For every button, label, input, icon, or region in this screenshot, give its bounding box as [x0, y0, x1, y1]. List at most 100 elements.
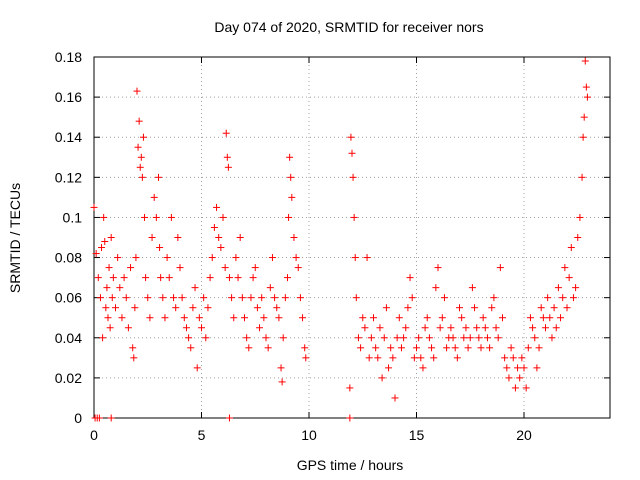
data-point	[481, 324, 489, 332]
data-point	[118, 314, 126, 322]
data-point	[432, 284, 440, 292]
data-point	[402, 324, 410, 332]
data-point	[352, 294, 360, 302]
data-point	[464, 344, 472, 352]
data-point	[133, 87, 141, 95]
data-point	[172, 304, 180, 312]
y-tick-label: 0.16	[55, 89, 82, 105]
data-point	[104, 314, 112, 322]
data-point	[535, 344, 543, 352]
data-point	[499, 314, 506, 322]
data-point	[135, 117, 143, 125]
data-point	[395, 314, 403, 322]
data-point	[127, 264, 135, 272]
data-point	[112, 304, 119, 312]
data-point	[494, 334, 502, 342]
data-point	[415, 334, 423, 342]
data-point	[348, 149, 356, 157]
data-point	[385, 364, 393, 372]
data-point	[150, 193, 158, 201]
data-point	[195, 314, 203, 322]
data-point	[354, 334, 362, 342]
data-point	[434, 264, 442, 272]
data-point	[552, 324, 560, 332]
data-point	[438, 314, 446, 322]
data-point	[301, 344, 309, 352]
data-point	[393, 334, 401, 342]
data-point	[413, 344, 420, 352]
data-point	[516, 374, 524, 382]
y-tick-label: 0	[74, 410, 82, 426]
data-point	[281, 294, 289, 302]
data-point	[202, 334, 210, 342]
data-point	[163, 254, 171, 262]
data-point	[569, 294, 577, 302]
y-tick-label: 0.04	[55, 330, 82, 346]
data-point	[224, 163, 232, 171]
data-point	[278, 378, 286, 386]
data-point	[378, 374, 386, 382]
data-point	[290, 234, 298, 241]
data-point	[376, 324, 384, 332]
data-point	[574, 234, 582, 241]
data-point	[475, 334, 483, 342]
data-point	[189, 304, 197, 312]
data-points	[90, 57, 591, 422]
data-point	[258, 294, 266, 302]
data-point	[144, 294, 152, 302]
data-point	[137, 153, 145, 161]
data-point	[462, 324, 470, 332]
data-point	[351, 254, 359, 262]
data-point	[109, 274, 117, 282]
data-point	[225, 274, 233, 282]
y-tick-label: 0.12	[55, 169, 82, 185]
data-point	[397, 344, 405, 352]
data-point	[520, 364, 528, 372]
data-point	[359, 314, 367, 322]
data-point	[458, 314, 466, 322]
x-axis-label: GPS time / hours	[297, 457, 404, 473]
data-point	[526, 314, 534, 322]
data-point	[349, 173, 357, 181]
data-point	[99, 334, 107, 342]
data-point	[546, 314, 554, 322]
data-point	[471, 304, 479, 312]
data-point	[572, 284, 580, 292]
data-point	[479, 314, 487, 322]
data-point	[247, 294, 255, 302]
data-point	[165, 274, 173, 282]
data-point	[120, 274, 128, 282]
data-point	[157, 274, 165, 282]
data-point	[285, 213, 293, 221]
data-point	[423, 314, 431, 322]
data-point	[146, 314, 154, 322]
data-point	[389, 354, 397, 362]
data-point	[266, 284, 274, 292]
data-point	[347, 133, 355, 141]
data-point	[361, 324, 369, 332]
data-point	[370, 314, 377, 322]
data-point	[142, 274, 150, 282]
data-point	[200, 294, 208, 302]
data-point	[100, 213, 108, 221]
data-point	[232, 254, 240, 262]
data-point	[430, 354, 438, 362]
data-point	[129, 344, 137, 352]
data-point	[230, 314, 238, 322]
data-point	[130, 354, 138, 362]
data-point	[105, 264, 113, 272]
data-point	[410, 354, 418, 362]
data-point	[522, 384, 530, 392]
data-point	[236, 234, 244, 241]
data-point	[279, 334, 287, 342]
data-point	[436, 324, 444, 332]
data-point	[425, 334, 433, 342]
data-point	[477, 344, 485, 352]
data-point	[363, 254, 371, 262]
data-point	[222, 129, 230, 137]
data-point	[580, 113, 588, 121]
data-point	[488, 304, 496, 312]
data-point	[514, 364, 522, 372]
data-point	[443, 344, 451, 352]
